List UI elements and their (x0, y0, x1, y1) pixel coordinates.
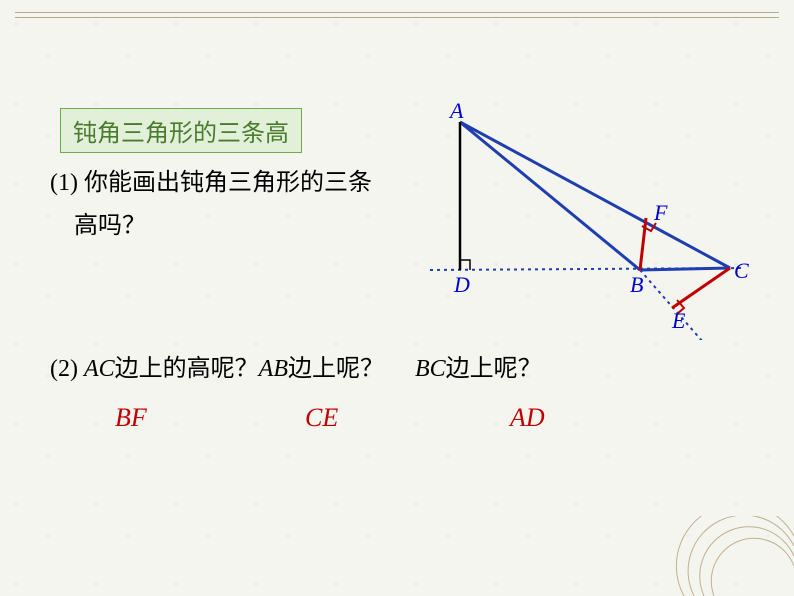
question-2-right: BC边上呢？ (415, 348, 542, 383)
q2-ab: AB (259, 356, 288, 382)
edge-bc (640, 268, 730, 270)
label-f: F (654, 200, 667, 226)
section-heading-box: 钝角三角形的三条高 (60, 108, 302, 153)
answer-ad: AD (510, 403, 545, 433)
section-heading-text: 钝角三角形的三条高 (73, 121, 289, 147)
label-d: D (454, 272, 470, 298)
label-c: C (734, 258, 749, 284)
triangle-diagram: A B C D E F (410, 110, 750, 340)
q2-bc: BC (415, 356, 446, 382)
label-b: B (630, 272, 643, 298)
question-1: (1) 你能画出钝角三角形的三条 高吗？ (50, 162, 372, 248)
answer-bf: BF (115, 403, 147, 433)
q2-ac: AC (84, 356, 115, 382)
answer-ce: CE (305, 403, 338, 433)
right-angle-d (460, 260, 470, 270)
decorative-bottom-arc (674, 516, 794, 596)
edge-ab (460, 122, 640, 270)
question-2-left: (2) AC边上的高呢？AB边上呢？ (50, 348, 384, 383)
q1-line2: 高吗？ (74, 213, 146, 239)
q2-mid2: 边上呢？ (288, 356, 384, 382)
label-e: E (672, 308, 685, 334)
q2-mid1: 边上的高呢？ (115, 356, 259, 382)
q1-prefix: (1) (50, 170, 84, 196)
altitude-ce (672, 268, 730, 308)
q1-line1: 你能画出钝角三角形的三条 (84, 170, 372, 196)
q2-mid3: 边上呢？ (446, 356, 542, 382)
decorative-top-border (15, 12, 779, 18)
edge-ac (460, 122, 730, 268)
label-a: A (450, 98, 463, 124)
q2-prefix: (2) (50, 356, 84, 382)
triangle-svg (410, 110, 750, 340)
